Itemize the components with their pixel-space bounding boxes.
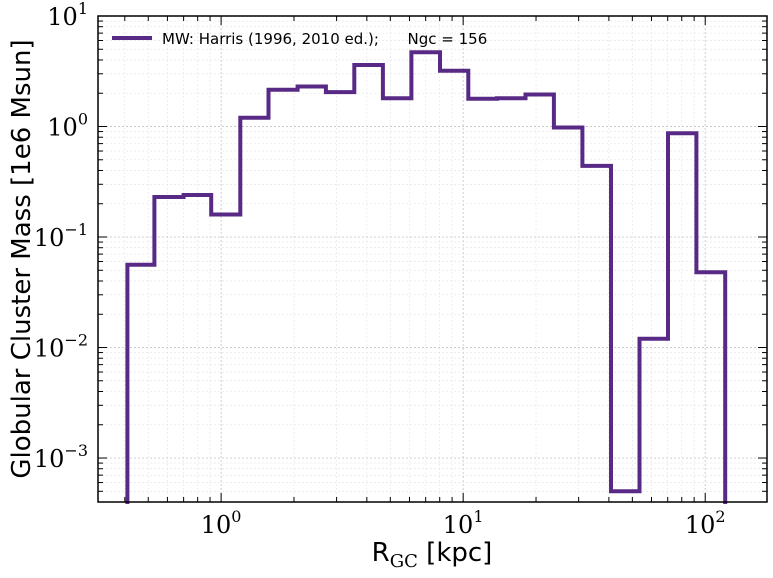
y-tick-label: 10−3 <box>34 441 88 473</box>
y-tick-label: 10−2 <box>34 331 88 363</box>
legend: MW: Harris (1996, 2010 ed.); Ngc = 156 <box>112 30 487 48</box>
y-axis-label: Globular Cluster Mass [1e6 Msun] <box>7 39 37 478</box>
x-axis-label: RGC [kpc] <box>372 538 493 572</box>
plot-frame <box>97 15 768 503</box>
y-tick-label: 100 <box>47 110 88 142</box>
tick-labels: 100 101 102 10−3 10−2 10−1 100 101 <box>34 0 726 539</box>
x-tick-label: 100 <box>201 507 242 539</box>
series-layer <box>125 50 728 504</box>
grid-lines <box>98 15 767 503</box>
y-tick-label: 10−1 <box>34 220 88 252</box>
y-tick-label: 101 <box>47 0 88 31</box>
axis-ticks <box>98 15 767 503</box>
histogram-step-line <box>125 50 728 504</box>
x-tick-label: 102 <box>685 507 726 539</box>
legend-label: MW: Harris (1996, 2010 ed.); Ngc = 156 <box>162 30 487 48</box>
x-tick-label: 101 <box>443 507 484 539</box>
